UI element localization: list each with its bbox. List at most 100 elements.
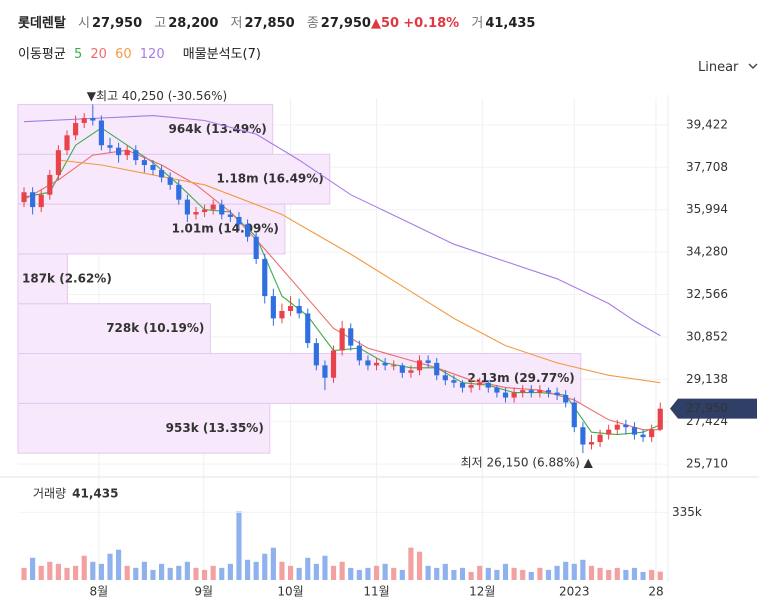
volume-bar <box>133 567 139 580</box>
y-tick-label: 34,280 <box>686 245 728 259</box>
scale-label: Linear <box>698 60 739 75</box>
volume-bar <box>391 567 397 580</box>
candle-body <box>511 392 517 398</box>
ma-line <box>23 127 661 436</box>
candle-body <box>494 387 500 393</box>
annotation: 최저 26,150 (6.88%) ▲ <box>461 456 594 470</box>
candle-body <box>545 390 552 393</box>
ma-legend[interactable]: 120 <box>139 47 165 62</box>
profile-label: 1.01m (14.09%) <box>172 221 279 235</box>
volume-bar <box>477 565 483 580</box>
y-tick-label: 39,422 <box>686 117 728 131</box>
y-tick-label: 29,138 <box>686 372 728 386</box>
candle-body <box>322 365 328 378</box>
volume-bar <box>30 557 36 580</box>
candle-body <box>339 328 345 351</box>
candle-body <box>124 150 130 156</box>
volume-bar <box>606 569 612 580</box>
x-tick-label: 11월 <box>363 585 389 599</box>
volume-bar <box>348 567 354 580</box>
candle-body <box>365 360 371 366</box>
volume-bar <box>296 567 302 580</box>
chevron <box>748 63 758 69</box>
profile-bar <box>17 103 274 155</box>
candle-body <box>227 214 233 217</box>
candle-body <box>631 427 638 435</box>
quote-value: 27,950 <box>91 16 143 31</box>
change: ▲50 <box>370 16 400 31</box>
volume-bar <box>373 565 380 580</box>
profile-bar <box>17 203 286 255</box>
candle-body <box>159 169 165 178</box>
volume-title: 거래량 <box>33 487 66 501</box>
y-tick-label: 30,852 <box>686 329 728 343</box>
candle-body <box>348 328 354 346</box>
x-tick-label: 10월 <box>277 585 303 599</box>
indicator-row: 이동평균 5 20 60 120 매물분석도(7) <box>18 43 265 62</box>
candle-body <box>356 345 362 361</box>
ma-legend[interactable]: 20 <box>90 47 107 62</box>
y-tick-label: 37,708 <box>686 160 728 174</box>
candle-body <box>597 434 603 443</box>
candle-body <box>262 259 268 297</box>
volume-bar <box>287 565 294 580</box>
candle-body <box>408 370 414 373</box>
stock-name: 롯데렌탈 <box>18 16 66 31</box>
volume-bar <box>201 569 208 580</box>
volume-bar <box>21 567 27 580</box>
candle-body <box>64 135 70 151</box>
candle-body <box>236 216 242 225</box>
volume-bar <box>502 563 509 580</box>
candle-body <box>330 350 337 378</box>
volume-bar <box>64 567 70 580</box>
candle-body <box>459 382 466 388</box>
volume-bar <box>649 569 655 580</box>
y-tick-label: 335k <box>672 505 702 519</box>
volume-bar <box>330 565 337 580</box>
candle-body <box>520 390 526 393</box>
profile-label[interactable]: 매물분석도(7) <box>182 47 261 62</box>
volume-bar <box>313 563 319 580</box>
candle-body <box>528 390 534 393</box>
candle-body <box>623 424 629 428</box>
volume-bar <box>485 567 491 580</box>
volume-bar <box>434 567 440 580</box>
volume-bar <box>219 567 225 580</box>
candle-body <box>38 194 44 208</box>
volume-bar <box>494 569 500 580</box>
volume-current: 41,435 <box>72 487 118 501</box>
ma-label[interactable]: 이동평균 <box>18 47 66 62</box>
ma-legend[interactable]: 5 <box>73 47 83 62</box>
candle-body <box>167 177 173 185</box>
candle-body <box>442 375 448 381</box>
volume-bar <box>210 565 216 580</box>
ma-legend[interactable]: 60 <box>115 47 132 62</box>
volume-bar <box>657 571 663 580</box>
candle-body <box>373 362 380 366</box>
scale-dropdown[interactable]: Linear <box>698 60 758 75</box>
volume-bar <box>459 567 466 580</box>
candle-body <box>210 204 216 210</box>
profile-label: 964k (13.49%) <box>169 122 267 136</box>
candle-body <box>502 392 509 398</box>
candle-body <box>296 306 302 314</box>
candle-body <box>133 150 139 161</box>
candle-body <box>649 429 655 438</box>
volume-bar <box>47 561 53 580</box>
volume-bar <box>305 557 311 580</box>
volume-bar <box>98 563 104 580</box>
volume-bar <box>365 567 371 580</box>
candle-body <box>425 360 431 363</box>
volume-bar <box>262 553 268 580</box>
volume-bar <box>416 551 423 580</box>
volume-bar <box>356 569 362 580</box>
volume-bar <box>236 511 242 580</box>
quote-label: 저 <box>230 16 243 31</box>
volume-bar <box>159 563 165 580</box>
volume-bar <box>90 561 96 580</box>
candle-body <box>47 174 53 195</box>
candle-body <box>563 395 569 403</box>
profile-label: 1.18m (16.49%) <box>217 172 324 186</box>
volume-bar <box>545 569 552 580</box>
quote-label: 거 <box>471 16 484 31</box>
